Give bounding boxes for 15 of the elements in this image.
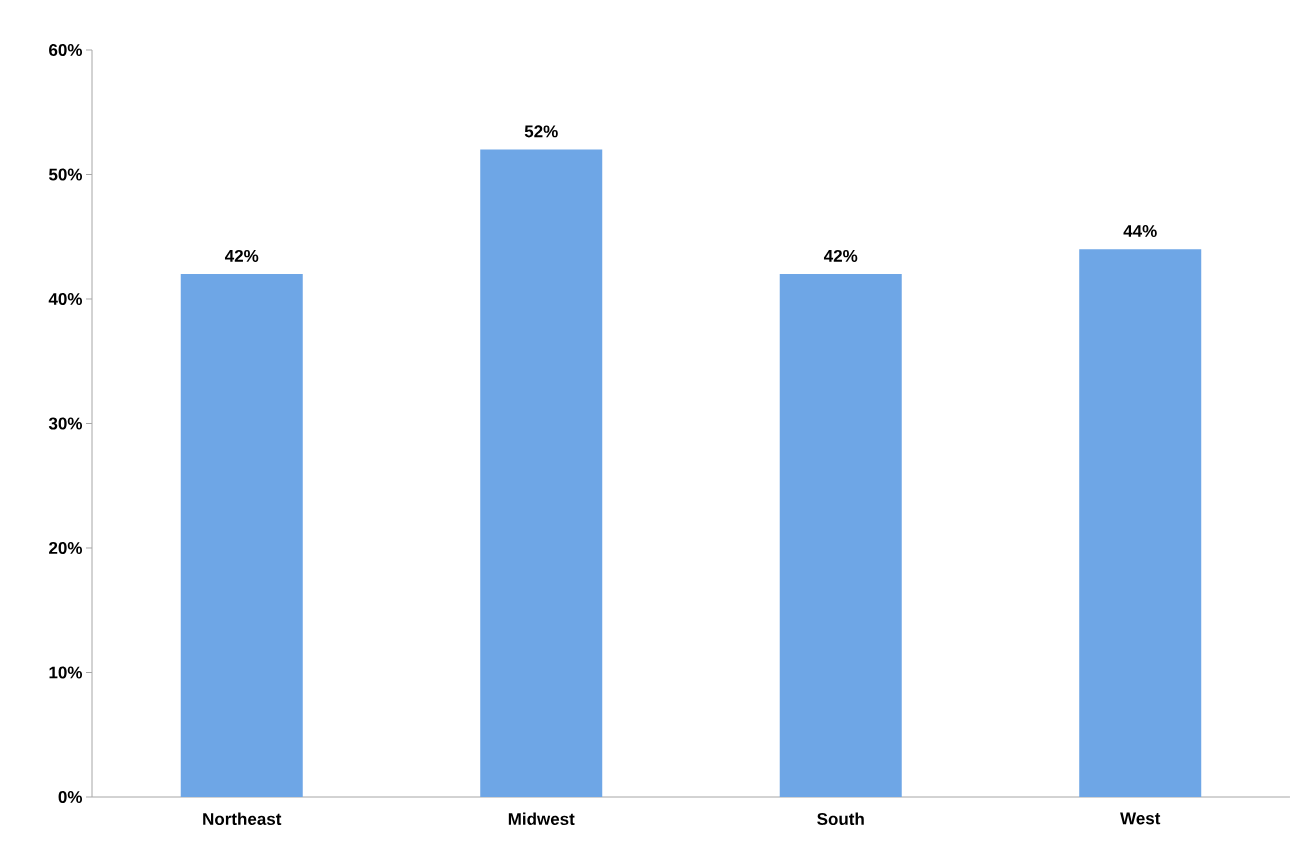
y-tick-label: 30% (48, 417, 83, 430)
y-tick-label: 50% (48, 168, 83, 181)
x-tick-label: West (1120, 812, 1161, 825)
data-label: 42% (823, 249, 858, 262)
data-label: 52% (524, 125, 558, 138)
y-tick-label: 0% (58, 790, 83, 804)
y-tick-label: 60% (49, 43, 83, 57)
y-tick-label: 10% (49, 666, 83, 679)
y-tick-label: 20% (49, 541, 83, 555)
x-tick-label: Midwest (508, 812, 575, 826)
y-tick-label: 40% (48, 292, 83, 306)
data-label: 42% (224, 249, 259, 262)
data-label: 44% (1123, 225, 1157, 237)
x-tick-label: South (817, 812, 864, 826)
x-tick-label: Northeast (203, 812, 282, 826)
